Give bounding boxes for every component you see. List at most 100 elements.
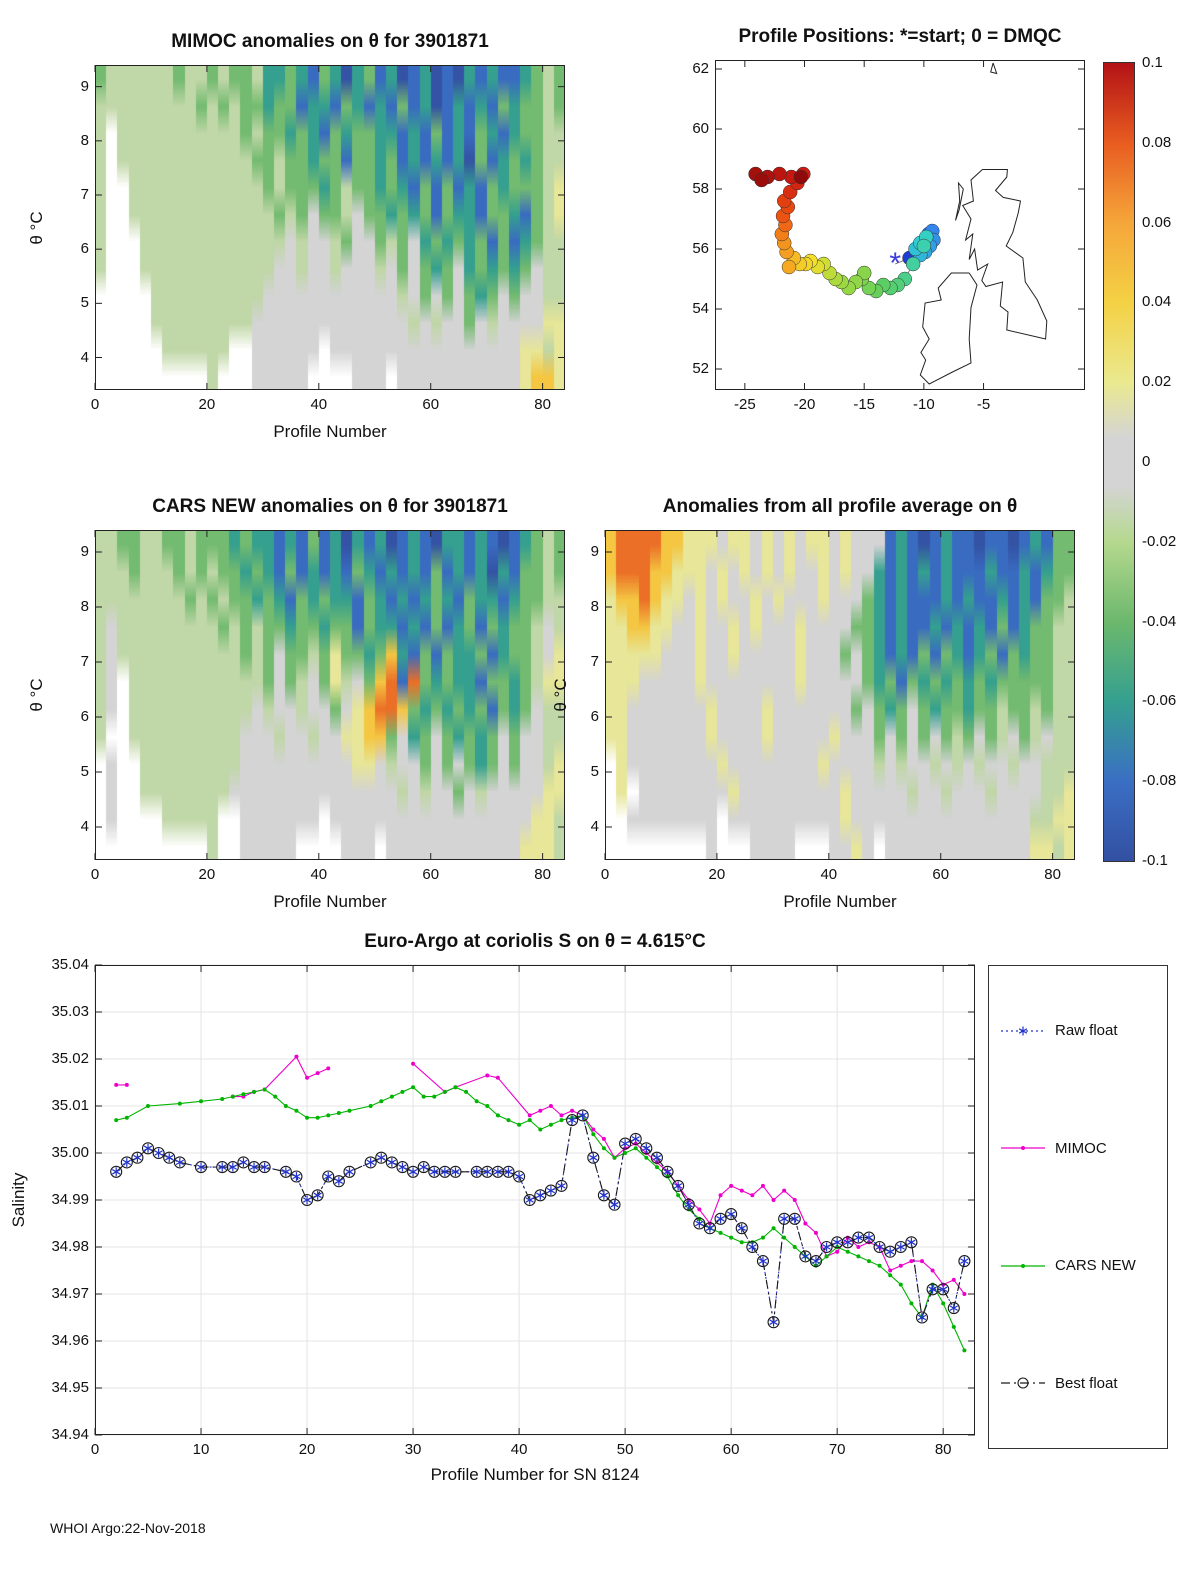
colorbar-tick-label: 0 xyxy=(1142,453,1151,470)
heatmap-canvas xyxy=(95,65,565,390)
tick-label: 20 xyxy=(198,866,216,883)
colorbar-tick-label: -0.08 xyxy=(1142,772,1177,790)
colorbar-tick-label: 0.06 xyxy=(1142,213,1172,231)
start-marker: * xyxy=(889,247,901,280)
tick-label: 20 xyxy=(198,396,216,413)
tick-label: 50 xyxy=(616,1441,634,1458)
colorbar-tick-label: 0.08 xyxy=(1142,133,1172,151)
colorbar-tick-label: 0.04 xyxy=(1142,293,1172,311)
panel-salinity-series: Euro-Argo at coriolis S on θ = 4.615°C 0… xyxy=(9,931,975,1484)
tick-label: 35.00 xyxy=(51,1144,89,1161)
tick-label: 58 xyxy=(692,180,709,197)
x-axis-label: Profile Number xyxy=(273,892,387,911)
colorbar-gradient xyxy=(1104,63,1134,861)
colorbar-tick-label: -0.02 xyxy=(1142,532,1177,550)
tick-label: 4 xyxy=(80,348,89,366)
colorbar-tick-label: -0.06 xyxy=(1142,692,1177,710)
tick-label: 30 xyxy=(404,1441,422,1458)
colorbar-tick-label: 0.02 xyxy=(1142,373,1172,391)
panel-title: MIMOC anomalies on θ for 3901871 xyxy=(171,31,489,52)
tick-label: 60 xyxy=(692,120,709,137)
tick-label: 9 xyxy=(80,77,89,95)
legend-sample-raw-float xyxy=(999,1022,1047,1040)
coastline xyxy=(990,62,998,75)
colorbar-tick-label: -0.04 xyxy=(1142,612,1177,630)
panel-title: Profile Positions: *=start; 0 = DMQC xyxy=(738,26,1062,47)
profile-position-marker xyxy=(781,259,797,275)
coastline xyxy=(961,169,1048,340)
colorbar: 0.1 0.08 0.06 0.04 0.02 0 -0.02 -0.04 -0.06 -0.08… xyxy=(1103,54,1176,869)
heatmap-allprofile: 0 20 40 60 80 4 5 6 7 8 9 xyxy=(591,530,1075,883)
map-plot: -25 -20 -15 -10 -5 52 54 56 58 60 62 * xyxy=(692,60,1085,413)
tick-label: 62 xyxy=(692,60,709,77)
coastline xyxy=(955,181,964,221)
tick-label: 35.04 xyxy=(51,956,89,973)
tick-label: 6 xyxy=(80,708,89,725)
tick-label: 0 xyxy=(90,1441,100,1458)
axes xyxy=(94,964,975,1436)
x-axis-label: Profile Number for SN 8124 xyxy=(430,1465,640,1484)
profile-position-marker xyxy=(916,238,932,254)
tick-label: 34.99 xyxy=(51,1191,89,1208)
y-axis-label: θ °C xyxy=(27,678,46,712)
tick-label: 80 xyxy=(534,396,551,413)
profile-position-marker xyxy=(856,265,872,281)
legend: Raw float MIMOC CARS NEW Best float xyxy=(988,965,1168,1449)
legend-entry-raw-float: Raw float xyxy=(989,1022,1167,1040)
tick-label: 40 xyxy=(310,866,328,883)
tick-label: 35.03 xyxy=(51,1003,89,1020)
profile-position-marker xyxy=(754,172,769,188)
tick-label: -10 xyxy=(913,396,935,413)
legend-entry-cars-new: CARS NEW xyxy=(989,1257,1167,1275)
panel-profile-positions-map: Profile Positions: *=start; 0 = DMQC -25… xyxy=(692,26,1085,413)
tick-label: 5 xyxy=(80,294,89,312)
tick-label: 40 xyxy=(820,866,838,883)
tick-label: 0 xyxy=(90,866,100,883)
heatmap-canvas xyxy=(95,530,565,860)
tick-label: 8 xyxy=(80,598,89,615)
heatmap-cars: 0 20 40 60 80 4 5 6 7 8 9 xyxy=(81,530,565,883)
axes xyxy=(604,530,1075,860)
tick-label: 60 xyxy=(422,866,440,883)
tick-label: 80 xyxy=(1044,866,1061,883)
tick-label: 40 xyxy=(310,396,328,413)
tick-label: 20 xyxy=(708,866,726,883)
legend-label: MIMOC xyxy=(1055,1139,1107,1157)
tick-label: 0 xyxy=(90,396,100,413)
legend-sample-best-float xyxy=(999,1374,1047,1392)
tick-label: 80 xyxy=(534,866,551,883)
colorbar-tick-label: -0.1 xyxy=(1142,852,1168,869)
panel-title: Anomalies from all profile average on θ xyxy=(662,496,1018,517)
axes xyxy=(94,530,565,860)
tick-label: 60 xyxy=(932,866,950,883)
tick-label: 80 xyxy=(934,1441,952,1458)
tick-label: -5 xyxy=(976,396,991,413)
x-axis-label: Profile Number xyxy=(273,422,387,441)
panel-title: Euro-Argo at coriolis S on θ = 4.615°C xyxy=(364,931,706,952)
heatmap-mimoc: 0 20 40 60 80 4 5 6 7 8 9 xyxy=(81,65,565,413)
profile-position-marker xyxy=(905,256,921,272)
tick-label: -15 xyxy=(853,396,876,413)
tick-label: 6 xyxy=(590,708,599,725)
tick-label: 52 xyxy=(692,360,709,377)
y-axis-label: θ °C xyxy=(27,210,46,245)
axes: * xyxy=(715,60,1085,390)
tick-label: 7 xyxy=(80,186,89,203)
tick-label: 4 xyxy=(590,818,599,835)
tick-label: 60 xyxy=(722,1441,740,1458)
tick-label: 8 xyxy=(80,131,89,149)
tick-label: -25 xyxy=(734,396,756,413)
panel-allprofile-anomalies: Anomalies from all profile average on θ … xyxy=(551,496,1075,911)
tick-label: 54 xyxy=(692,300,709,317)
tick-label: 6 xyxy=(80,240,89,258)
axes xyxy=(94,65,565,390)
tick-label: 10 xyxy=(192,1441,210,1458)
tick-label: 9 xyxy=(80,543,89,560)
profile-position-marker xyxy=(772,166,787,182)
legend-sample-cars-new xyxy=(999,1257,1047,1275)
y-axis-label: θ °C xyxy=(551,678,570,712)
tick-label: 7 xyxy=(590,653,599,670)
tick-label: 8 xyxy=(590,598,599,615)
tick-label: 20 xyxy=(298,1441,316,1458)
tick-label: 5 xyxy=(590,763,599,780)
